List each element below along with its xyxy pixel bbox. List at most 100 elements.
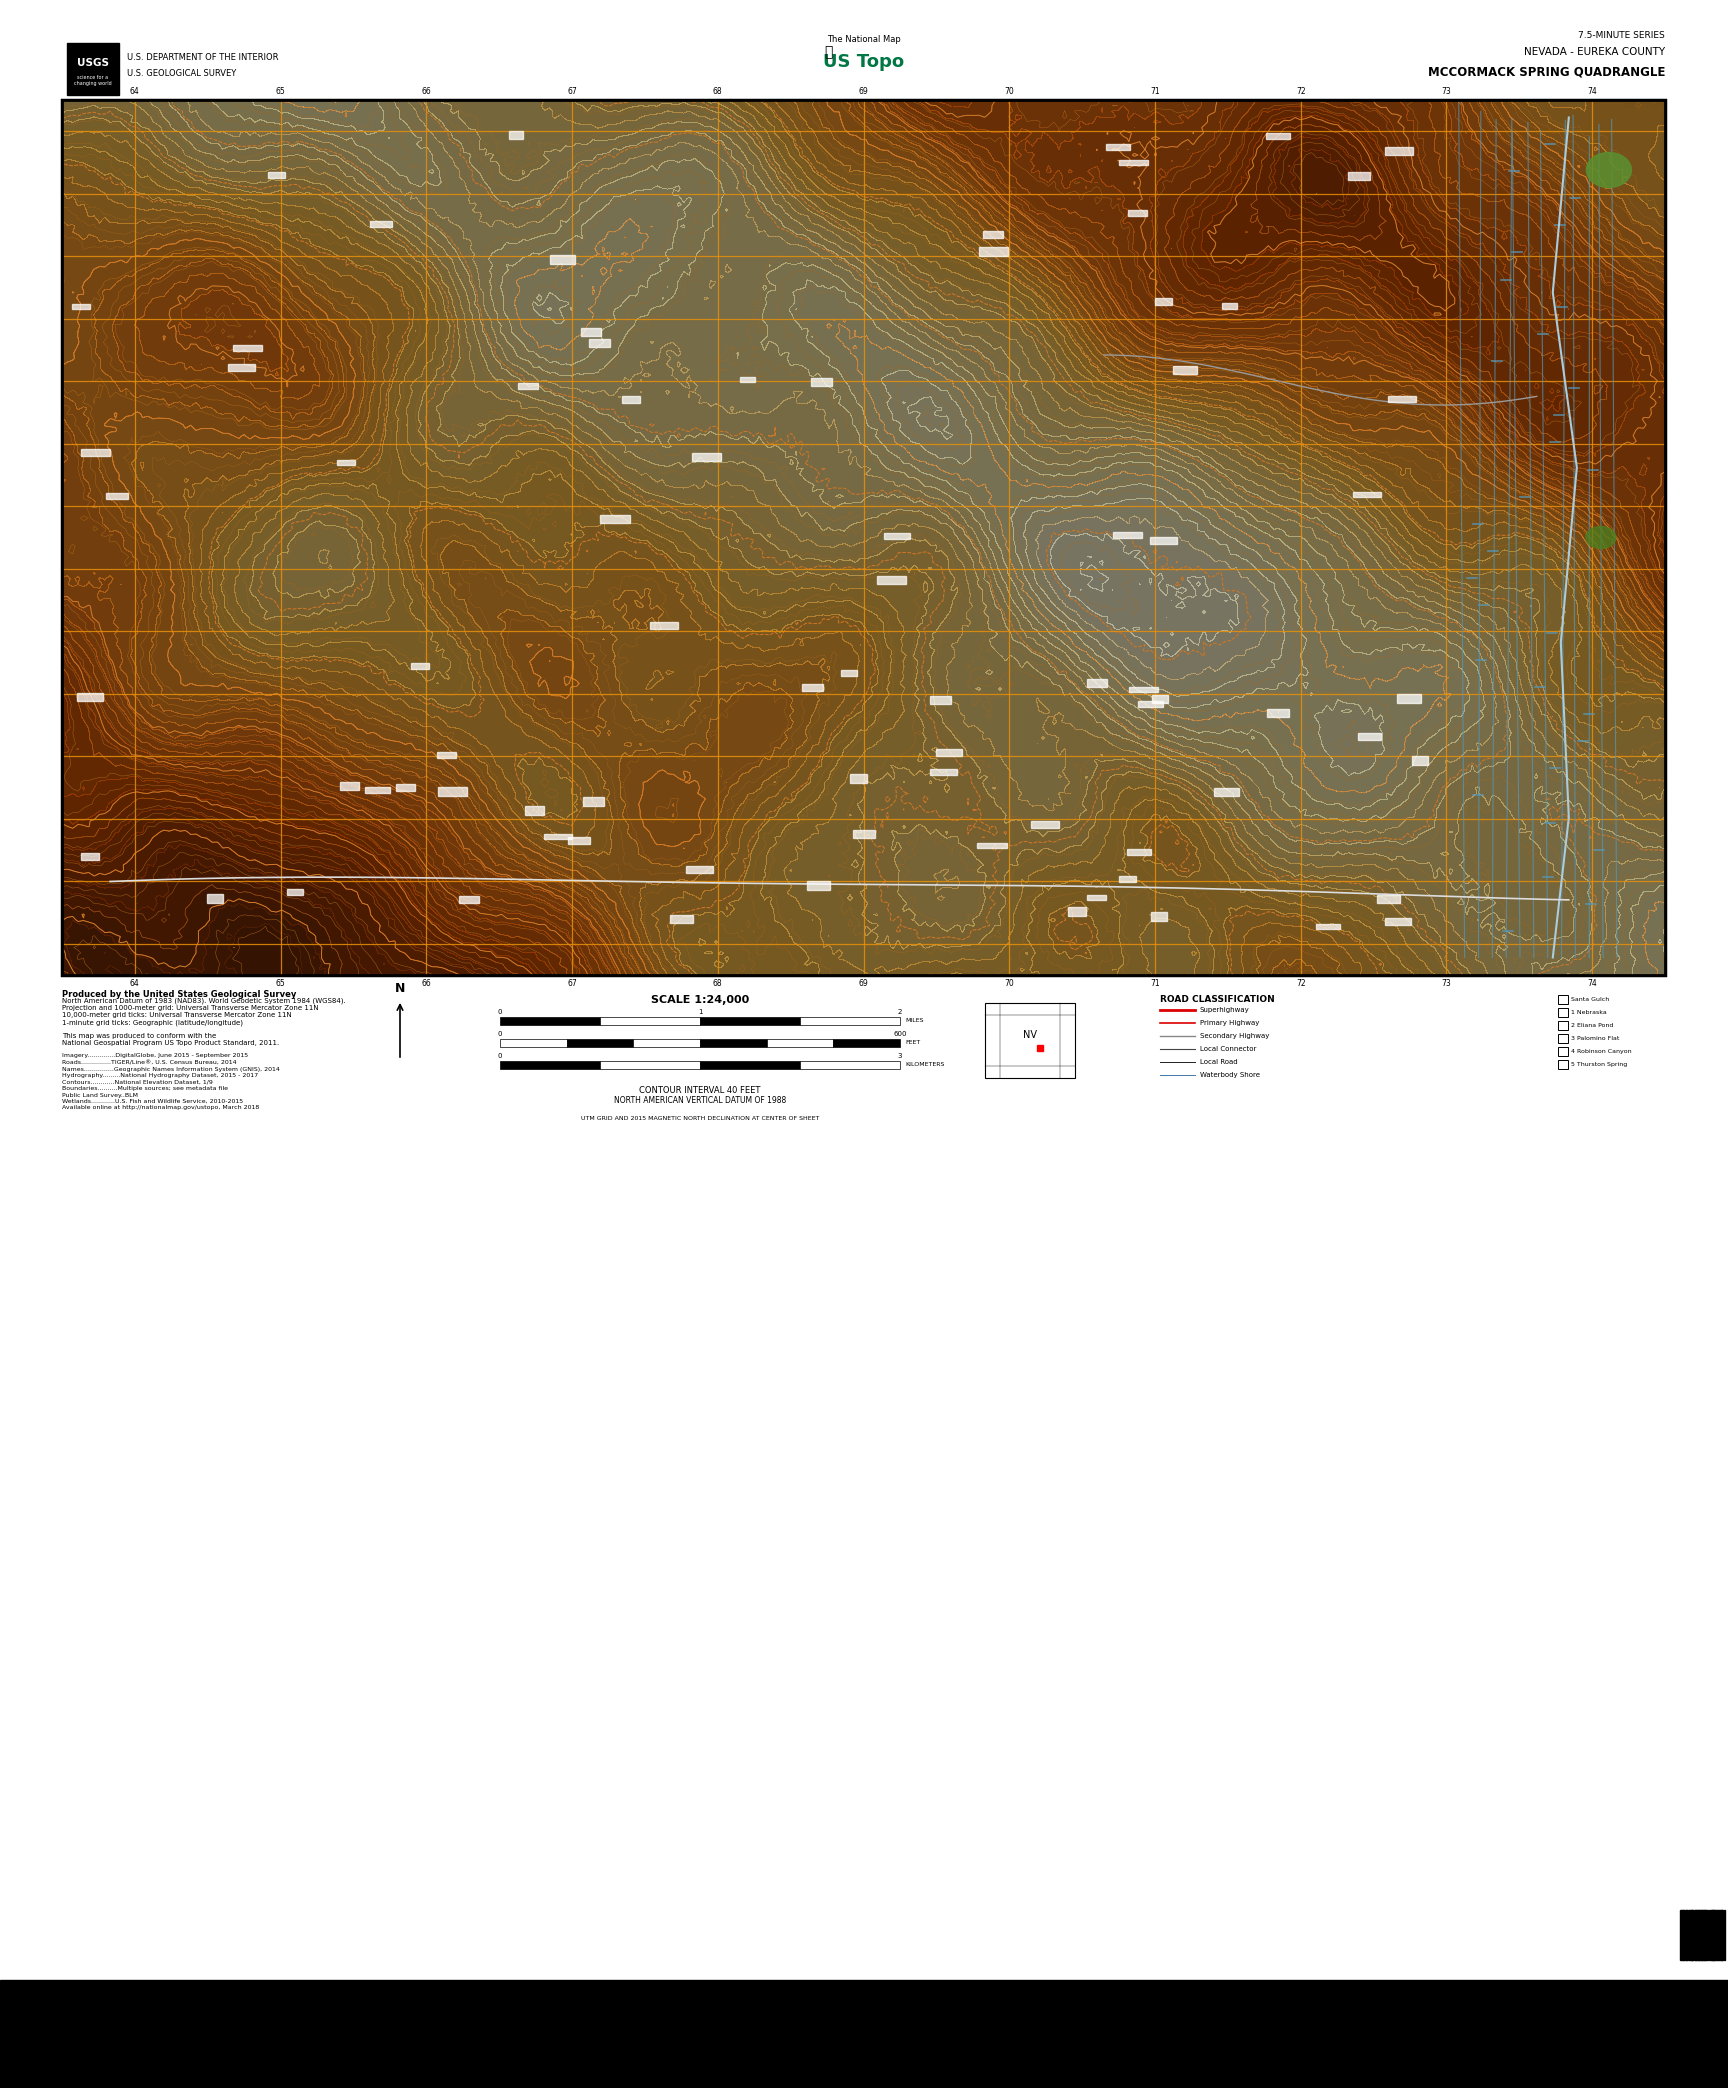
Text: Hydrography.........National Hydrography Dataset, 2015 - 2017: Hydrography.........National Hydrography…	[62, 1073, 257, 1077]
Bar	[693, 453, 721, 461]
Bar	[1716, 1911, 1718, 1961]
Text: 77: 77	[48, 501, 59, 512]
Bar	[1030, 821, 1059, 829]
Bar	[1685, 1911, 1687, 1961]
Text: 66: 66	[422, 88, 432, 96]
Text: Available online at http://nationalmap.gov/ustopo, March 2018: Available online at http://nationalmap.g…	[62, 1105, 259, 1111]
Bar	[510, 132, 524, 138]
Text: 72: 72	[1669, 814, 1678, 823]
Bar	[1153, 695, 1168, 704]
Text: 0: 0	[498, 1009, 503, 1015]
Text: Boundaries..........Multiple sources; see metadata file: Boundaries..........Multiple sources; se…	[62, 1086, 228, 1092]
Bar	[740, 378, 755, 382]
Text: Local Connector: Local Connector	[1199, 1046, 1256, 1052]
Text: CONTOUR INTERVAL 40 FEET: CONTOUR INTERVAL 40 FEET	[639, 1086, 760, 1094]
Text: North American Datum of 1983 (NAD83). World Geodetic System 1984 (WGS84).: North American Datum of 1983 (NAD83). Wo…	[62, 998, 346, 1004]
Bar	[518, 384, 537, 388]
Text: 72: 72	[48, 814, 59, 823]
Bar	[1704, 1911, 1706, 1961]
Text: MCCORMACK SPRING QUADRANGLE: MCCORMACK SPRING QUADRANGLE	[1427, 65, 1666, 79]
Text: 1-minute grid ticks: Geographic (latitude/longitude): 1-minute grid ticks: Geographic (latitud…	[62, 1019, 244, 1025]
Bar	[0, 1979, 1728, 2088]
Text: Names...............Geographic Names Information System (GNIS), 2014: Names...............Geographic Names Inf…	[62, 1067, 280, 1071]
Text: Roads...............TIGER/Line®, U.S. Census Bureau, 2014: Roads...............TIGER/Line®, U.S. Ce…	[62, 1061, 237, 1065]
Bar	[1128, 211, 1147, 215]
Bar	[460, 896, 479, 902]
Bar	[1106, 144, 1130, 150]
Bar	[1412, 756, 1427, 764]
Bar	[650, 622, 677, 628]
Bar	[71, 303, 90, 309]
Bar	[1139, 702, 1163, 708]
Text: 70: 70	[1004, 88, 1014, 96]
Bar	[686, 867, 712, 873]
Bar	[544, 833, 572, 839]
Bar	[1267, 134, 1291, 140]
Text: The National Map: The National Map	[826, 35, 900, 44]
Bar	[582, 798, 603, 806]
Text: 75: 75	[48, 626, 59, 635]
Text: 81: 81	[1669, 253, 1678, 261]
Bar	[700, 1040, 767, 1046]
Bar	[81, 449, 111, 455]
Bar	[1700, 1911, 1704, 1961]
Bar	[976, 844, 1006, 848]
Bar	[567, 837, 589, 844]
Bar	[833, 1040, 900, 1046]
Text: Waterbody Shore: Waterbody Shore	[1199, 1071, 1260, 1077]
Bar	[983, 232, 1002, 238]
Text: 🌲: 🌲	[824, 46, 833, 58]
Text: 73: 73	[1441, 979, 1452, 988]
Bar	[1666, 90, 1728, 979]
Text: Imagery..............DigitalGlobe, June 2015 - September 2015: Imagery..............DigitalGlobe, June …	[62, 1054, 249, 1059]
Text: 74: 74	[1588, 88, 1597, 96]
Bar	[76, 693, 102, 702]
Bar	[802, 685, 823, 691]
Text: 83: 83	[1669, 127, 1678, 136]
Text: 64: 64	[130, 88, 140, 96]
Text: 72: 72	[1296, 88, 1305, 96]
Bar	[600, 516, 629, 522]
Bar	[1384, 148, 1414, 155]
Bar	[937, 750, 962, 756]
Text: Santa Gulch: Santa Gulch	[1571, 996, 1609, 1002]
Bar	[800, 1061, 900, 1069]
Bar	[1388, 397, 1415, 401]
Bar	[337, 459, 354, 466]
Bar	[1693, 1911, 1697, 1961]
Text: 40°37'30"N: 40°37'30"N	[19, 973, 59, 977]
Text: UTM GRID AND 2015 MAGNETIC NORTH DECLINATION AT CENTER OF SHEET: UTM GRID AND 2015 MAGNETIC NORTH DECLINA…	[581, 1115, 819, 1121]
Bar	[582, 328, 601, 336]
Bar	[1697, 1911, 1699, 1961]
Bar	[876, 576, 905, 583]
Bar	[499, 1061, 600, 1069]
Text: 3 Palomino Flat: 3 Palomino Flat	[1571, 1036, 1619, 1042]
Text: 116°25': 116°25'	[64, 967, 92, 973]
Bar	[700, 1017, 800, 1025]
Text: 74: 74	[48, 689, 59, 697]
Bar	[985, 1002, 1075, 1077]
Bar	[1358, 733, 1381, 739]
Text: 67: 67	[567, 979, 577, 988]
Text: 71: 71	[48, 877, 59, 885]
Text: 77: 77	[1669, 501, 1678, 512]
Text: 116°12'30": 116°12'30"	[1623, 102, 1662, 109]
Bar	[980, 246, 1007, 257]
Bar	[700, 1061, 800, 1069]
Text: 0: 0	[498, 1052, 503, 1059]
Text: 65: 65	[276, 979, 285, 988]
Text: 74: 74	[1588, 979, 1597, 988]
Bar	[550, 255, 575, 263]
Bar	[1317, 923, 1341, 929]
Bar	[499, 1040, 567, 1046]
Text: N: N	[394, 981, 404, 996]
Text: 76: 76	[1669, 564, 1678, 574]
Bar	[807, 881, 829, 889]
Text: Contours............National Elevation Dataset, 1/9: Contours............National Elevation D…	[62, 1079, 213, 1084]
Text: 68: 68	[714, 979, 722, 988]
Text: USGS: USGS	[78, 58, 109, 67]
Ellipse shape	[1586, 526, 1616, 549]
Bar	[800, 1017, 900, 1025]
Text: 75: 75	[1669, 626, 1678, 635]
Bar	[600, 1061, 700, 1069]
